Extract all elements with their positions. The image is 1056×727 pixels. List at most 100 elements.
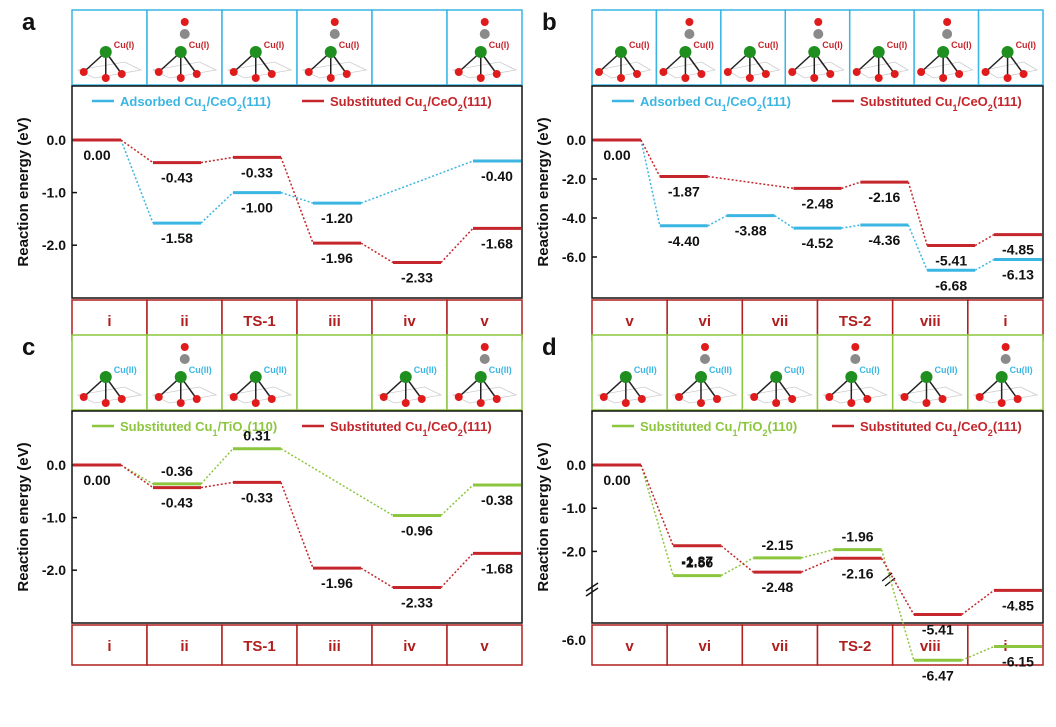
legend-text: /CeO <box>207 94 237 109</box>
oxygen-atom <box>417 395 426 403</box>
oxygen-atom <box>814 18 823 26</box>
copper-atom <box>174 46 187 58</box>
legend-text: /CeO <box>427 419 457 434</box>
series-adsorbed: 0.00 -1.58 -1.00 -1.20 -0.40 <box>73 138 521 246</box>
oxygen-atom <box>1003 74 1012 82</box>
series-substituted_ceo2: -1.87 -2.48 -2.16 -5.41 -4.85 <box>593 138 1042 268</box>
copper-atom <box>474 46 487 58</box>
y-tick-label: 0.0 <box>567 132 587 148</box>
category-label: viii <box>920 638 941 655</box>
legend-text: /CeO <box>727 94 757 109</box>
energy-value-label: -1.58 <box>161 230 193 246</box>
oxygen-atom <box>943 18 952 26</box>
oxygen-atom <box>79 393 88 401</box>
oxygen-atom <box>180 343 189 351</box>
legend-text: (111) <box>762 94 791 109</box>
y-tick-label: -2.0 <box>562 171 586 187</box>
energy-value-label: -6.15 <box>1002 653 1034 669</box>
category-label: TS-1 <box>243 313 276 330</box>
cu-oxidation-label: Cu(II) <box>709 365 732 375</box>
y-tick-label: -6.0 <box>562 249 586 265</box>
legend-text: 2 <box>237 103 242 113</box>
cu-oxidation-label: Cu(II) <box>634 365 657 375</box>
connector <box>801 548 834 559</box>
plot-frame <box>71 410 523 624</box>
oxygen-atom <box>192 70 201 78</box>
category-box <box>446 299 523 341</box>
carbon-atom <box>479 29 490 39</box>
connector <box>120 139 154 224</box>
oxygen-atom <box>1013 395 1022 403</box>
oxygen-atom <box>659 68 668 76</box>
series-substituted_ceo2: -1.87 -2.48 -2.16 -5.41 -4.85 <box>593 463 1042 638</box>
oxygen-atom <box>712 395 721 403</box>
oxygen-atom <box>192 395 201 403</box>
oxygen-atom <box>229 68 238 76</box>
copper-atom <box>808 46 821 58</box>
connector <box>200 448 234 485</box>
y-axis-label: Reaction energy (eV) <box>535 442 552 591</box>
category-box <box>371 624 448 666</box>
oxygen-atom <box>79 68 88 76</box>
legend: Substituted Cu1/TiO2(110) Substituted Cu1… <box>612 419 1022 438</box>
y-tick-label: -1.0 <box>562 500 586 516</box>
legend-text: 1 <box>212 428 217 438</box>
oxygen-atom <box>975 393 984 401</box>
energy-value-label: -0.96 <box>401 522 433 538</box>
category-label: vi <box>698 638 711 655</box>
oxygen-atom <box>750 393 759 401</box>
connector <box>200 481 234 489</box>
energy-value-label: -2.33 <box>401 595 433 611</box>
copper-atom <box>474 371 487 383</box>
connector <box>440 484 474 517</box>
oxygen-atom <box>154 393 163 401</box>
carbon-atom <box>329 29 340 39</box>
connector <box>120 464 154 489</box>
oxygen-atom <box>696 399 705 407</box>
cu-oxidation-label: Cu(I) <box>693 40 714 50</box>
surface-plane <box>725 61 781 79</box>
legend: Adsorbed Cu1/CeO2(111) Substituted Cu1/Ce… <box>92 94 492 113</box>
plot-frame <box>591 85 1044 299</box>
surface-plane <box>226 61 293 79</box>
y-tick-label: -4.0 <box>562 210 586 226</box>
carbon-atom <box>179 29 190 39</box>
oxygen-atom <box>700 343 709 351</box>
category-box <box>296 299 373 341</box>
energy-value-label: -5.41 <box>922 622 954 638</box>
cu-oxidation-label: Cu(I) <box>264 40 285 50</box>
oxygen-atom <box>101 74 110 82</box>
legend: Substituted Cu1/TiO2(110) Substituted Cu1… <box>92 419 492 438</box>
carbon-atom <box>179 354 190 364</box>
series-substituted_ceo2: -0.43 -0.33 -1.96 -2.33 -1.68 <box>73 138 521 286</box>
energy-value-label: -2.56 <box>681 555 713 571</box>
oxygen-atom <box>938 395 947 403</box>
copper-atom <box>743 46 756 58</box>
cu-oxidation-label: Cu(I) <box>189 40 210 50</box>
connector <box>707 214 728 227</box>
connector <box>280 482 314 569</box>
energy-value-label: -4.85 <box>1002 597 1034 613</box>
energy-value-label: -1.20 <box>321 210 353 226</box>
connector <box>200 156 234 164</box>
legend-text: Substituted Cu <box>120 419 212 434</box>
connector <box>280 448 394 517</box>
category-box <box>741 624 819 666</box>
connector <box>440 227 474 264</box>
oxygen-atom <box>681 74 690 82</box>
oxygen-atom <box>632 70 641 78</box>
connector <box>200 192 234 224</box>
category-label: v <box>480 638 489 655</box>
connector <box>774 215 794 229</box>
legend-text: /CeO <box>957 94 987 109</box>
oxygen-atom <box>330 18 339 26</box>
cu-oxidation-label: Cu(II) <box>189 365 212 375</box>
oxygen-atom <box>304 68 313 76</box>
category-box <box>891 299 969 341</box>
connector <box>640 464 674 576</box>
energy-value-label: -4.36 <box>868 232 900 248</box>
cu-oxidation-label: Cu(I) <box>859 365 880 375</box>
connector <box>120 139 154 164</box>
legend-text: Substituted Cu <box>860 419 952 434</box>
oxygen-atom <box>101 399 110 407</box>
